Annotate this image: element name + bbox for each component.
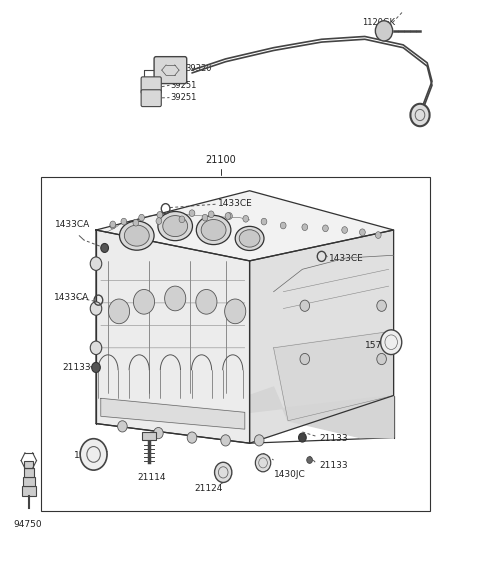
Ellipse shape	[158, 211, 192, 241]
Circle shape	[381, 330, 402, 355]
Circle shape	[280, 222, 286, 229]
Circle shape	[375, 21, 393, 41]
Circle shape	[299, 433, 306, 442]
Circle shape	[108, 299, 130, 324]
Circle shape	[118, 421, 127, 432]
Ellipse shape	[201, 219, 226, 241]
Circle shape	[90, 302, 102, 315]
FancyBboxPatch shape	[141, 77, 161, 94]
Circle shape	[227, 213, 232, 219]
Text: 1433CA: 1433CA	[55, 220, 90, 229]
Circle shape	[300, 353, 310, 365]
Circle shape	[377, 353, 386, 365]
Ellipse shape	[120, 221, 154, 250]
Circle shape	[156, 218, 162, 224]
Circle shape	[375, 232, 381, 238]
Circle shape	[221, 435, 230, 446]
Polygon shape	[250, 230, 394, 443]
Text: 1430JC: 1430JC	[274, 470, 305, 479]
Text: 1573GF: 1573GF	[365, 341, 400, 350]
Text: 39251: 39251	[170, 81, 197, 90]
Circle shape	[225, 213, 231, 219]
Text: 21114: 21114	[137, 473, 166, 482]
Circle shape	[300, 300, 310, 311]
Circle shape	[410, 104, 430, 126]
Circle shape	[377, 300, 386, 311]
Circle shape	[80, 439, 107, 470]
Bar	[24, 468, 34, 477]
Text: 1573GF: 1573GF	[74, 451, 109, 460]
Circle shape	[302, 224, 308, 231]
Circle shape	[342, 227, 348, 233]
Text: 21133: 21133	[319, 434, 348, 443]
Circle shape	[165, 286, 186, 311]
Circle shape	[90, 257, 102, 270]
Circle shape	[121, 218, 127, 225]
FancyBboxPatch shape	[141, 90, 161, 107]
Circle shape	[110, 222, 116, 229]
Circle shape	[139, 214, 144, 221]
Circle shape	[243, 215, 249, 222]
Polygon shape	[101, 398, 245, 429]
Circle shape	[254, 435, 264, 446]
Circle shape	[323, 225, 328, 232]
Circle shape	[179, 216, 185, 223]
Text: 1120GK: 1120GK	[362, 18, 396, 27]
Polygon shape	[250, 387, 394, 438]
Circle shape	[92, 362, 100, 373]
Ellipse shape	[235, 226, 264, 251]
Circle shape	[110, 221, 116, 228]
Circle shape	[225, 299, 246, 324]
Circle shape	[307, 457, 312, 463]
Ellipse shape	[239, 230, 260, 247]
Circle shape	[360, 229, 365, 236]
Polygon shape	[96, 230, 250, 443]
Text: 21100: 21100	[205, 155, 236, 165]
FancyBboxPatch shape	[154, 57, 187, 84]
Ellipse shape	[196, 215, 231, 245]
Circle shape	[261, 218, 267, 225]
Text: 39320: 39320	[185, 64, 211, 73]
Text: 21133: 21133	[62, 363, 91, 372]
Polygon shape	[96, 191, 394, 261]
Circle shape	[101, 243, 108, 252]
Circle shape	[196, 289, 217, 314]
Circle shape	[187, 432, 197, 443]
Circle shape	[154, 427, 163, 439]
Polygon shape	[274, 331, 394, 421]
Bar	[22, 486, 36, 496]
Circle shape	[133, 289, 155, 314]
Ellipse shape	[163, 215, 188, 237]
Circle shape	[215, 462, 232, 482]
Circle shape	[208, 211, 214, 218]
Circle shape	[255, 454, 271, 472]
Circle shape	[157, 211, 163, 218]
Bar	[41, 177, 430, 511]
Text: 1433CA: 1433CA	[54, 293, 89, 302]
Circle shape	[90, 341, 102, 355]
Text: 21124: 21124	[194, 484, 223, 493]
Text: 1433CE: 1433CE	[218, 199, 253, 208]
Text: 39251: 39251	[170, 93, 197, 102]
Circle shape	[189, 210, 195, 217]
Text: 21133: 21133	[319, 461, 348, 470]
Bar	[24, 461, 33, 468]
Bar	[23, 477, 35, 486]
Text: 94750: 94750	[13, 520, 42, 529]
Text: 1433CE: 1433CE	[329, 254, 363, 263]
Ellipse shape	[124, 225, 149, 246]
Bar	[142, 432, 156, 440]
Circle shape	[133, 219, 139, 226]
Circle shape	[202, 214, 208, 221]
